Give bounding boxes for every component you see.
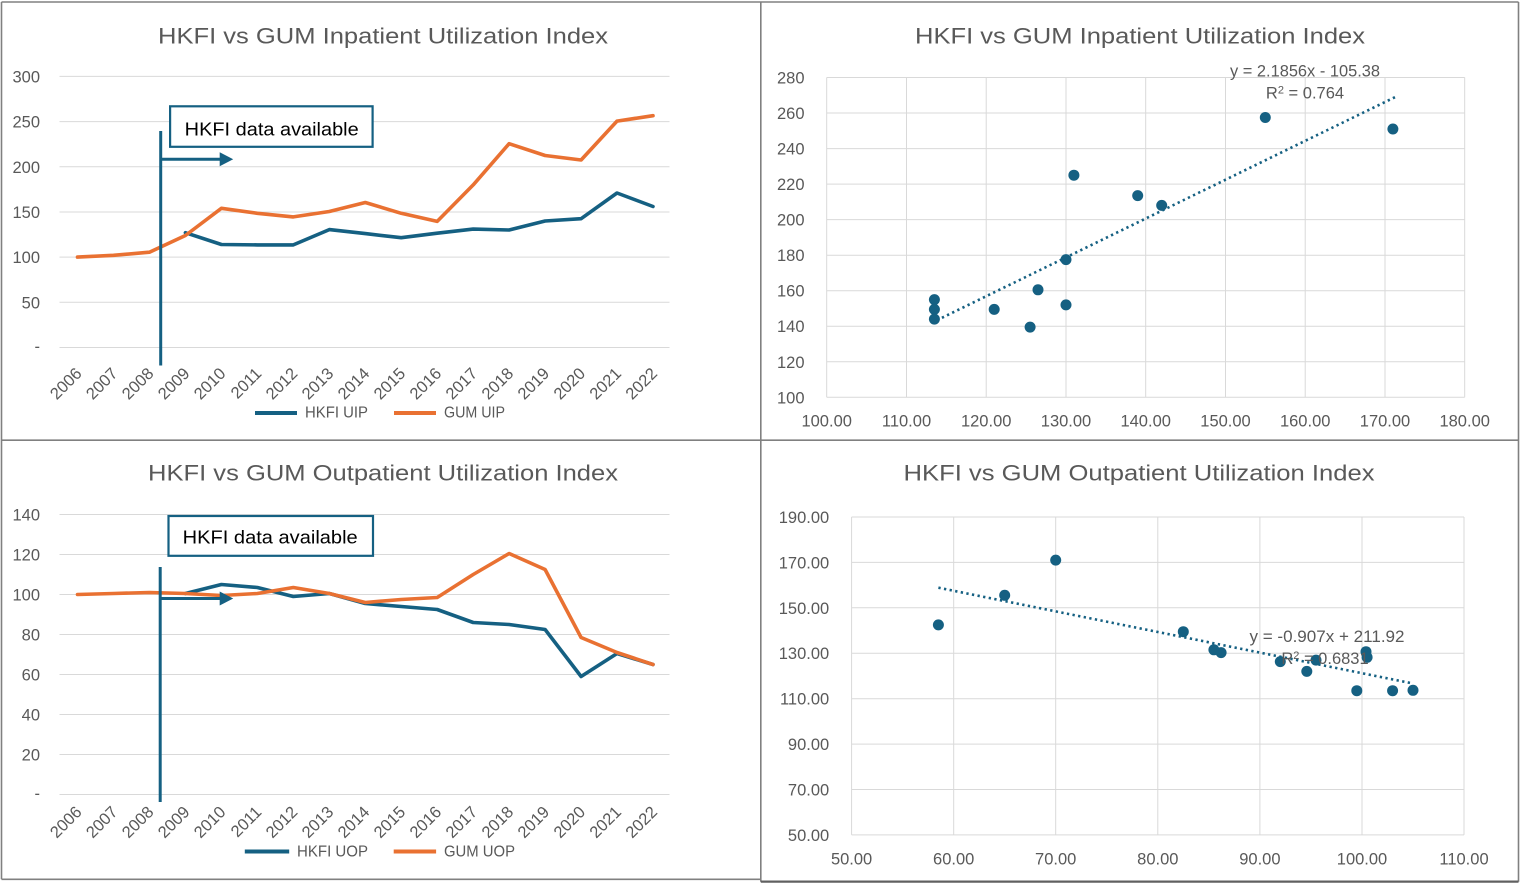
svg-text:140.00: 140.00 <box>1120 413 1170 431</box>
svg-text:280: 280 <box>777 70 805 88</box>
svg-text:150: 150 <box>12 204 40 222</box>
svg-text:120: 120 <box>12 547 40 565</box>
svg-text:150.00: 150.00 <box>779 600 829 618</box>
svg-text:HKFI UIP: HKFI UIP <box>305 405 368 422</box>
svg-text:130.00: 130.00 <box>779 645 829 663</box>
svg-text:170.00: 170.00 <box>1360 413 1410 431</box>
svg-text:90.00: 90.00 <box>1239 851 1280 869</box>
svg-text:HKFI vs GUM Inpatient Utilizat: HKFI vs GUM Inpatient Utilization Index <box>915 24 1365 49</box>
svg-text:80: 80 <box>22 627 40 645</box>
svg-text:120.00: 120.00 <box>961 413 1011 431</box>
svg-text:40: 40 <box>22 707 40 725</box>
svg-text:GUM UOP: GUM UOP <box>444 844 515 861</box>
svg-text:180: 180 <box>777 247 805 265</box>
svg-text:60.00: 60.00 <box>933 851 974 869</box>
svg-text:y = 2.1856x - 105.38: y = 2.1856x - 105.38 <box>1230 63 1380 81</box>
svg-text:170.00: 170.00 <box>779 554 829 572</box>
svg-text:HKFI data available: HKFI data available <box>183 528 358 548</box>
svg-text:200: 200 <box>12 159 40 177</box>
svg-text:220: 220 <box>777 176 805 194</box>
svg-text:HKFI vs GUM Inpatient Utilizat: HKFI vs GUM Inpatient Utilization Index <box>158 24 608 49</box>
svg-text:180.00: 180.00 <box>1439 413 1489 431</box>
svg-text:120: 120 <box>777 354 805 372</box>
svg-text:100: 100 <box>12 249 40 267</box>
svg-text:HKFI UOP: HKFI UOP <box>297 844 368 861</box>
svg-text:GUM UIP: GUM UIP <box>444 405 505 422</box>
svg-text:200: 200 <box>777 212 805 230</box>
svg-text:110.00: 110.00 <box>1439 851 1488 869</box>
svg-text:100: 100 <box>777 389 805 407</box>
svg-text:R2 = 0.6831: R2 = 0.6831 <box>1281 650 1368 668</box>
svg-text:y = -0.907x + 211.92: y = -0.907x + 211.92 <box>1250 628 1405 646</box>
svg-text:HKFI data available: HKFI data available <box>185 120 359 140</box>
svg-text:140: 140 <box>777 318 805 336</box>
svg-text:HKFI vs GUM Outpatient Utiliza: HKFI vs GUM Outpatient Utilization Index <box>904 461 1375 486</box>
svg-text:150.00: 150.00 <box>1200 413 1250 431</box>
svg-text:50: 50 <box>22 294 40 312</box>
svg-text:-: - <box>35 785 41 803</box>
svg-text:R2 = 0.764: R2 = 0.764 <box>1266 85 1344 103</box>
svg-text:70.00: 70.00 <box>1035 851 1076 869</box>
svg-text:50.00: 50.00 <box>831 851 872 869</box>
svg-text:-: - <box>35 338 41 356</box>
svg-text:110.00: 110.00 <box>882 413 931 431</box>
svg-text:60: 60 <box>22 667 40 685</box>
svg-text:130.00: 130.00 <box>1041 413 1091 431</box>
svg-text:190.00: 190.00 <box>779 509 829 527</box>
svg-text:110.00: 110.00 <box>780 691 829 709</box>
svg-text:100.00: 100.00 <box>1337 851 1387 869</box>
svg-text:160: 160 <box>777 283 805 301</box>
svg-text:50.00: 50.00 <box>788 827 829 845</box>
svg-text:100: 100 <box>12 587 40 605</box>
svg-text:80.00: 80.00 <box>1137 851 1178 869</box>
svg-text:240: 240 <box>777 141 805 159</box>
svg-text:70.00: 70.00 <box>788 782 829 800</box>
svg-text:140: 140 <box>12 507 40 525</box>
svg-text:300: 300 <box>12 68 40 86</box>
svg-text:20: 20 <box>22 747 40 765</box>
svg-text:100.00: 100.00 <box>801 413 851 431</box>
svg-text:250: 250 <box>12 114 40 132</box>
svg-text:90.00: 90.00 <box>788 736 829 754</box>
svg-text:260: 260 <box>777 105 805 123</box>
svg-text:HKFI vs GUM Outpatient Utiliza: HKFI vs GUM Outpatient Utilization Index <box>148 461 618 486</box>
svg-text:160.00: 160.00 <box>1280 413 1330 431</box>
